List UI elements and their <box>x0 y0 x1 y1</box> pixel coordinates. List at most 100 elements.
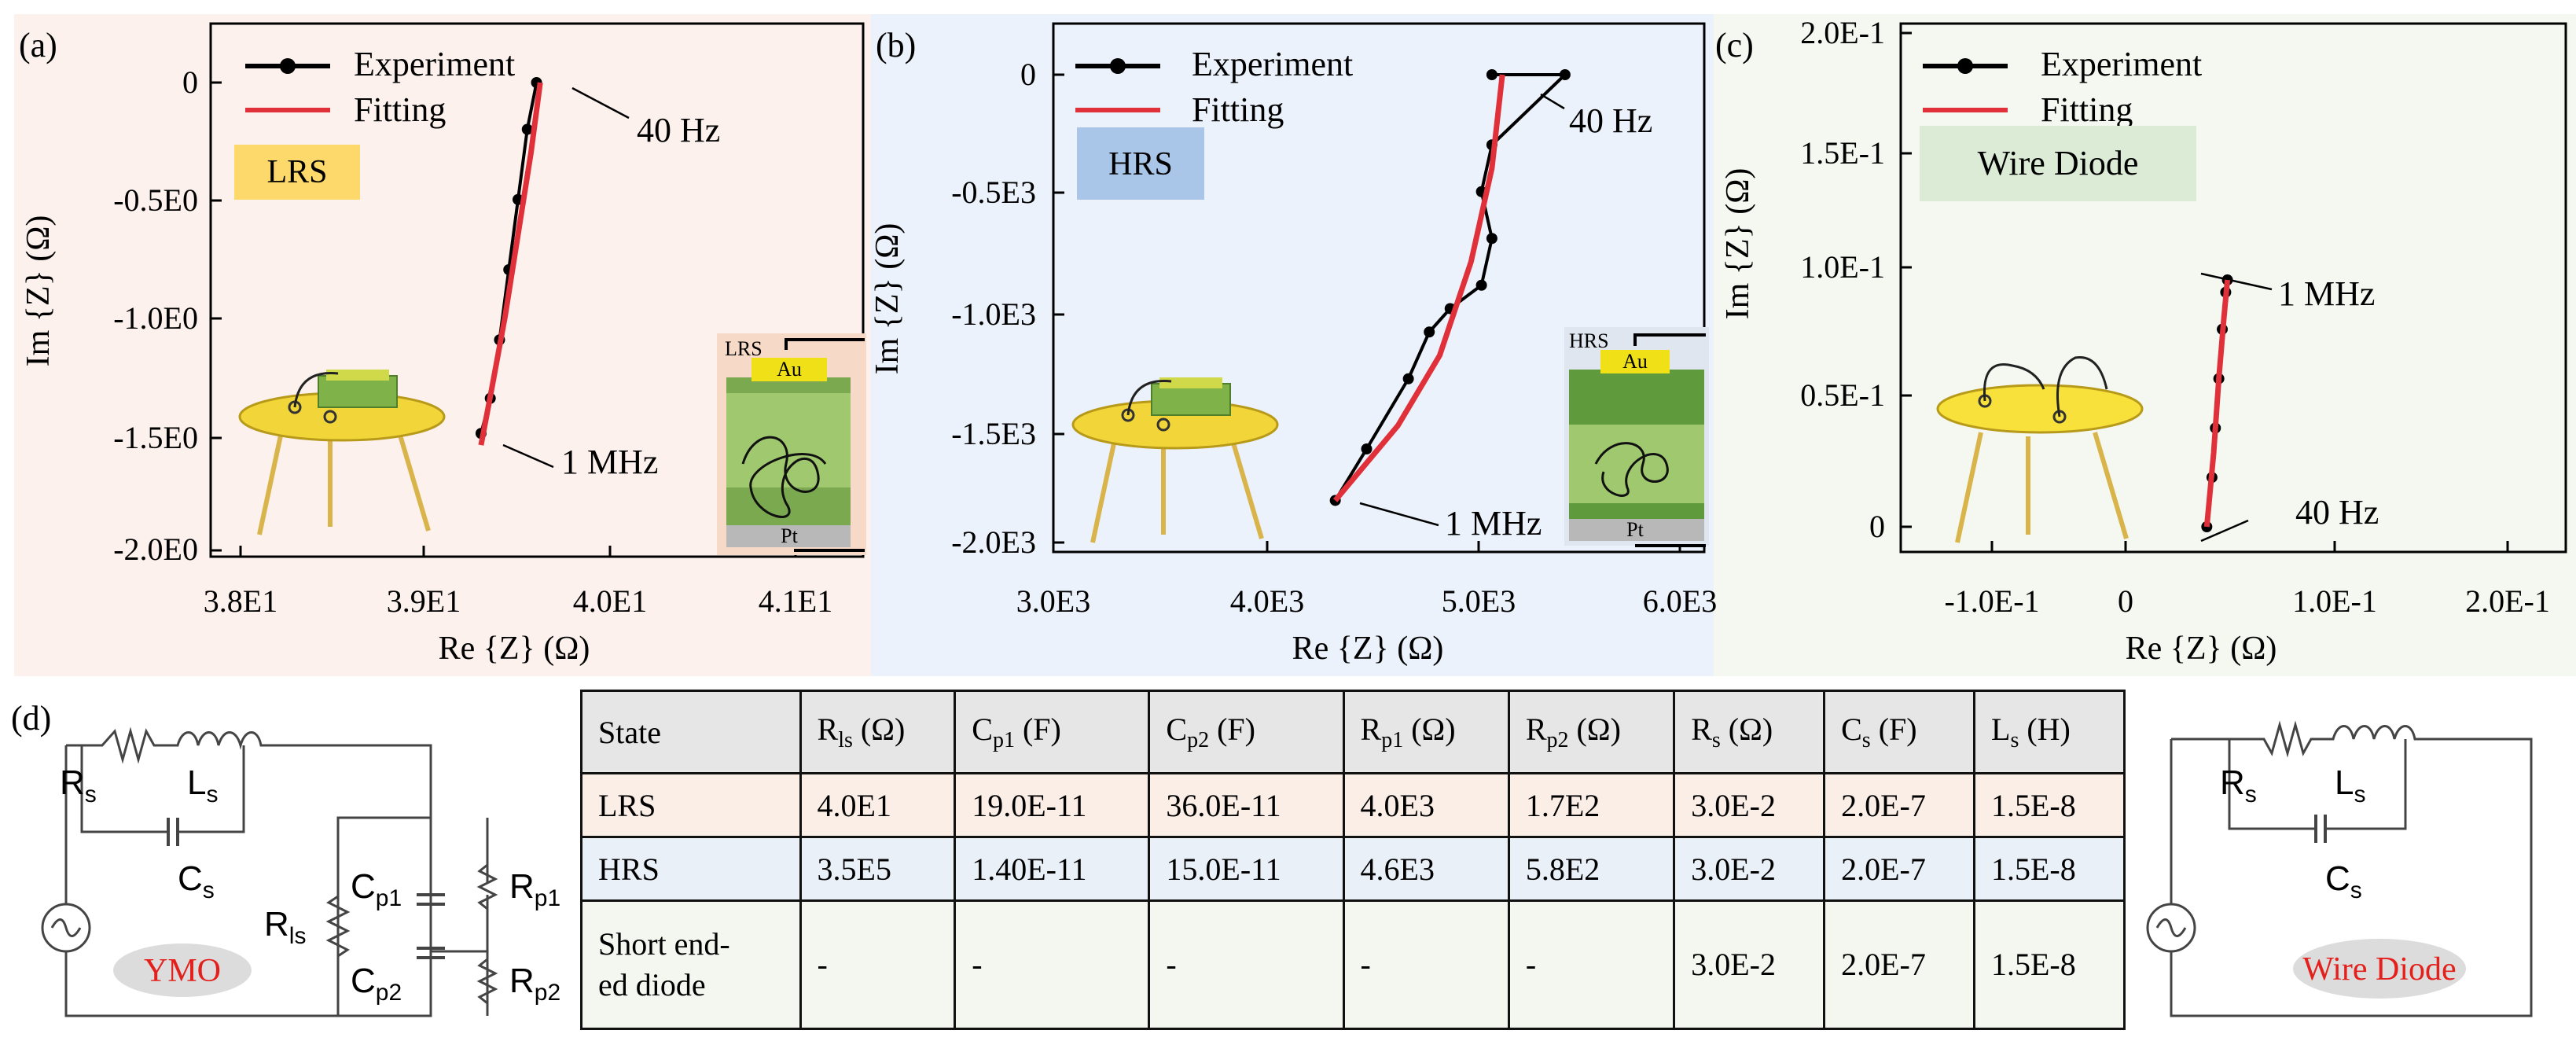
table-header-cell: Rp2 (Ω) <box>1507 690 1676 774</box>
panel-c-xtick: 2.0E-1 <box>2465 583 2550 619</box>
experiment-point <box>521 123 533 135</box>
panel-c-ytick: 0 <box>1869 509 1885 544</box>
panel-b-ytick: -0.5E3 <box>951 175 1036 210</box>
rs-label: R <box>60 763 85 802</box>
panel-a-ylabel: Im {Z} (Ω) <box>20 215 57 367</box>
svg-text:Cs: Cs <box>2325 859 2362 903</box>
lrs-badge <box>234 145 360 200</box>
panel-a-xtick: 3.8E1 <box>204 583 277 619</box>
inset-pt-label: Pt <box>781 524 798 547</box>
table-cell: 36.0E-11 <box>1148 772 1345 838</box>
panel-a: (a) 3.8E1 3.9E1 4.0E1 4.1E1 0 -0.5E0 -1.… <box>19 22 866 667</box>
panel-b-label: (b) <box>876 26 916 64</box>
experiment-point <box>1361 443 1373 454</box>
table-header-cell: Cp1 (F) <box>954 690 1151 774</box>
panel-b-ytick: -1.5E3 <box>951 416 1036 451</box>
table-cell: - <box>1507 899 1676 1030</box>
annotation-1mhz: 1 MHz <box>1445 504 1542 543</box>
table-cell: 5.8E2 <box>1507 836 1676 902</box>
table-cell: - <box>954 899 1151 1030</box>
panel-c-ytick: 0.5E-1 <box>1800 377 1885 413</box>
panel-c-ytick: 1.0E-1 <box>1800 249 1885 285</box>
panel-b-ylabel: Im {Z} (Ω) <box>869 223 906 375</box>
panel-a-xtick: 3.9E1 <box>387 583 461 619</box>
probe-station-illustration <box>1071 377 1279 543</box>
cs-subscript: s <box>2350 877 2362 903</box>
panel-c-xtick: 1.0E-1 <box>2292 583 2377 619</box>
table-cell: 1.5E-8 <box>1973 836 2126 902</box>
cp2-subscript: p2 <box>376 980 402 1006</box>
panel-a-xlabel: Re {Z} (Ω) <box>439 631 590 667</box>
legend-experiment-marker <box>280 58 296 74</box>
panel-a-ytick: -0.5E0 <box>113 182 198 218</box>
panel-b-xlabel: Re {Z} (Ω) <box>1292 631 1444 667</box>
table-cell: 1.5E-8 <box>1973 772 2126 838</box>
rp1-subscript: p1 <box>535 885 560 911</box>
hrs-device-inset: Au HRS Pt <box>1564 327 1709 547</box>
panel-c-background <box>1714 14 2576 676</box>
panel-c-frame <box>1899 22 2567 554</box>
legend-fitting-label: Fitting <box>1192 90 1284 129</box>
rp2-label: R <box>509 962 535 1000</box>
panel-a-ytick: -1.5E0 <box>113 420 198 455</box>
experiment-point <box>1486 233 1497 245</box>
table-cell: 1.5E-8 <box>1973 899 2126 1030</box>
ls-label: L <box>187 763 206 802</box>
fitting-curve <box>478 82 543 446</box>
panel-a-xtick: 4.0E1 <box>573 583 647 619</box>
table-cell: 2.0E-7 <box>1823 836 1975 902</box>
annotation-40hz: 40 Hz <box>1569 101 1652 140</box>
table-cell: 4.6E3 <box>1342 836 1510 902</box>
panel-d-wire-diode-circuit: Rs Ls Cs Wire Diode <box>2146 720 2533 1017</box>
svg-text:Rs: Rs <box>60 763 97 807</box>
svg-text:Rls: Rls <box>264 905 306 949</box>
table-cell: Short end-ed diode <box>580 899 802 1030</box>
annotation-40hz: 40 Hz <box>637 111 720 149</box>
svg-text:Ls: Ls <box>187 763 218 807</box>
rp1-label: R <box>509 867 535 906</box>
ls-label: L <box>2335 763 2354 802</box>
experiment-point <box>1402 373 1414 384</box>
panel-c-xtick: 0 <box>2118 583 2133 619</box>
table-cell: 2.0E-7 <box>1823 772 1975 838</box>
cp1-label: C <box>351 867 376 906</box>
panel-b: (b) 3.0E3 4.0E3 5.0E3 6.0E3 0 -0.5E3 -1.… <box>869 22 1717 667</box>
annotation-40hz: 40 Hz <box>2295 493 2379 532</box>
panel-b-ytick: -2.0E3 <box>951 524 1036 560</box>
inset-state-label: HRS <box>1569 329 1609 352</box>
experiment-point <box>1475 279 1487 291</box>
annotation-leader <box>571 86 630 120</box>
legend-fitting-label: Fitting <box>354 90 446 129</box>
parameters-table: State Rls (Ω) Cp1 (F) Cp2 (F) Rp1 (Ω) Rp2 (Ω)… <box>580 690 2126 1030</box>
legend-experiment-label: Experiment <box>2041 45 2202 83</box>
svg-text:Cp1: Cp1 <box>351 867 402 911</box>
ls-subscript: s <box>206 782 218 807</box>
annotation-1mhz: 1 MHz <box>561 443 658 481</box>
panel-a-ytick: 0 <box>182 64 198 100</box>
wire-diode-tag <box>2293 939 2466 999</box>
rls-subscript: ls <box>289 923 307 949</box>
annotation-1mhz: 1 MHz <box>2278 274 2375 313</box>
lrs-badge-label: LRS <box>266 154 327 190</box>
legend-experiment-marker <box>1110 58 1126 74</box>
panel-c-ylabel: Im {Z} (Ω) <box>1720 168 1756 320</box>
ymo-tag <box>113 944 252 997</box>
inset-au-label: Au <box>777 358 802 381</box>
inset-pt-label: Pt <box>1626 518 1644 541</box>
svg-text:Ls: Ls <box>2335 763 2365 807</box>
table-cell: 3.5E5 <box>799 836 957 902</box>
inset-au-label: Au <box>1622 350 1648 373</box>
svg-text:Cp2: Cp2 <box>351 962 402 1006</box>
panel-b-plot <box>1329 69 1571 506</box>
table-cell: 3.0E-2 <box>1673 899 1826 1030</box>
cp1-subscript: p1 <box>376 885 402 911</box>
legend-experiment-label: Experiment <box>1192 45 1353 83</box>
hrs-badge-label: HRS <box>1108 146 1173 182</box>
annotation-leader <box>1359 502 1439 527</box>
panel-d-ymo-circuit: (d) Rs Ls Cs Rls Cp1 Cp2 Rp1 <box>11 699 560 1017</box>
cs-label: C <box>2325 859 2350 898</box>
svg-text:Rs: Rs <box>2220 763 2257 807</box>
table-header-cell: Cs (F) <box>1823 690 1975 774</box>
panel-b-xtick: 5.0E3 <box>1442 583 1516 619</box>
